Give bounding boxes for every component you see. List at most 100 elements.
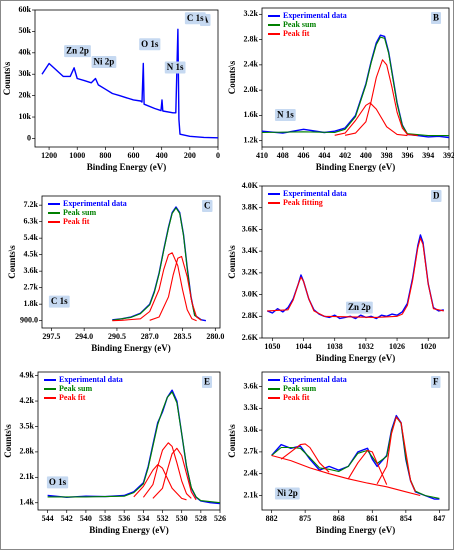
annotation: N 1s (164, 61, 186, 74)
x-tick-label: 408 (277, 151, 289, 160)
x-tick-label: 406 (298, 151, 310, 160)
y-tick-label: 1.2k (244, 136, 259, 145)
y-tick-label: 3.6k (24, 266, 39, 275)
y-tick-label: 0 (27, 133, 31, 142)
y-tick-label: 2.0k (244, 85, 259, 94)
y-tick-label: 4.0K (242, 181, 259, 190)
y-axis-title: Counts\s (7, 245, 17, 279)
annotation-text: Zn 2p (66, 46, 89, 56)
x-tick-label: 410 (256, 151, 268, 160)
panel-letter-text: D (433, 191, 440, 201)
y-tick-label: 3.2k (244, 9, 259, 18)
annotation-text: C 1s (187, 13, 204, 23)
y-tick-label: 3.0K (242, 289, 259, 298)
y-tick-label: 1.4k (20, 498, 35, 507)
legend-label: Peak fitting (283, 198, 323, 207)
panel-letter-text: F (433, 377, 439, 387)
series-line (376, 416, 416, 493)
x-tick-label: 528 (195, 514, 207, 523)
annotation-box (274, 109, 296, 122)
legend-label: Peak sum (59, 384, 92, 393)
annotation: Zn 2p (64, 45, 91, 58)
x-tick-label: 396 (401, 151, 413, 160)
plot-frame (41, 195, 221, 329)
legend-label: Peak fit (63, 217, 90, 226)
annotation: Zn 2p (346, 301, 373, 314)
y-tick-label: 10k (19, 112, 32, 121)
legend-label: Experimental data (283, 189, 347, 198)
annotation: O 1s (46, 476, 69, 489)
annotation-text: O 1s (49, 477, 67, 487)
y-tick-label: 2.6K (242, 333, 259, 342)
x-tick-label: 1050 (264, 342, 280, 351)
series-line (149, 255, 202, 321)
series-line (280, 443, 330, 473)
x-tick-label: 530 (176, 514, 188, 523)
annotation: C 1s (184, 12, 206, 25)
y-tick-label: 2.1k (20, 472, 35, 481)
annotation-text: Zn 2p (348, 302, 371, 312)
annotation-box (184, 12, 206, 25)
x-tick-label: 868 (333, 514, 345, 523)
legend-label: Experimental data (283, 375, 347, 384)
y-tick-label: 3.6K (242, 224, 259, 233)
series-line (261, 36, 449, 137)
x-tick-label: 875 (299, 514, 311, 523)
annotation-text: C 1s (51, 296, 68, 306)
y-tick-label: 2.7k (24, 282, 39, 291)
panel-letter-box (431, 12, 442, 24)
panel-letter: D (431, 190, 442, 202)
annotation: Ni 2p (91, 56, 117, 69)
y-tick-label: 20k (19, 90, 32, 99)
series-line (133, 464, 187, 501)
y-tick-label: 3.3k (244, 403, 259, 412)
series-line (112, 207, 202, 321)
x-tick-label: 1038 (327, 342, 343, 351)
series-line (267, 237, 444, 318)
x-tick-label: 526 (214, 514, 226, 523)
x-tick-label: 1000 (69, 151, 85, 160)
series-line (41, 28, 219, 139)
x-tick-label: 294.0 (75, 332, 93, 341)
annotation-text: Ni 2p (94, 57, 115, 67)
panel-letter-text: C (204, 201, 211, 211)
annotation-box (48, 295, 70, 308)
x-tick-label: 0 (216, 151, 220, 160)
annotation: Ni 2p (274, 487, 300, 500)
y-tick-label: 3.2K (242, 268, 259, 277)
panel-letter: B (431, 12, 442, 24)
plot-frame (37, 371, 221, 511)
panel-letter: F (431, 376, 441, 388)
annotation-text: Ni 2p (277, 488, 298, 498)
x-tick-label: 600 (128, 151, 140, 160)
x-tick-label: 1026 (389, 342, 405, 351)
annotation-box (91, 56, 117, 69)
y-tick-label: 2.8k (20, 447, 35, 456)
x-tick-label: 404 (318, 151, 330, 160)
legend-label: Experimental data (59, 375, 123, 384)
x-axis-title: Binding Energy (eV) (91, 343, 171, 353)
x-axis-title: Binding Energy (eV) (316, 162, 396, 172)
y-tick-label: 4.5k (24, 249, 39, 258)
y-axis-title: Counts\s (227, 424, 237, 458)
x-tick-label: 861 (366, 514, 378, 523)
annotation-box (164, 61, 186, 74)
y-tick-label: 2.4k (244, 60, 259, 69)
legend-label: Experimental data (63, 199, 127, 208)
y-tick-label: 3.6k (244, 381, 259, 390)
y-axis-title: Counts\s (227, 60, 237, 94)
x-tick-label: 1200 (41, 151, 57, 160)
y-tick-label: 50k (19, 26, 32, 35)
x-axis-title: Binding Energy (eV) (316, 353, 396, 363)
panel-letter-box (431, 190, 442, 202)
legend-label: Peak fit (283, 29, 310, 38)
series-line (112, 252, 197, 322)
panel-letter-text: E (204, 377, 210, 387)
series-line (152, 447, 197, 501)
series-line (142, 442, 192, 499)
x-tick-label: 536 (118, 514, 130, 523)
panel-letter: E (202, 376, 213, 388)
legend-label: Peak sum (283, 20, 316, 29)
legend-label: Peak fit (59, 393, 86, 402)
